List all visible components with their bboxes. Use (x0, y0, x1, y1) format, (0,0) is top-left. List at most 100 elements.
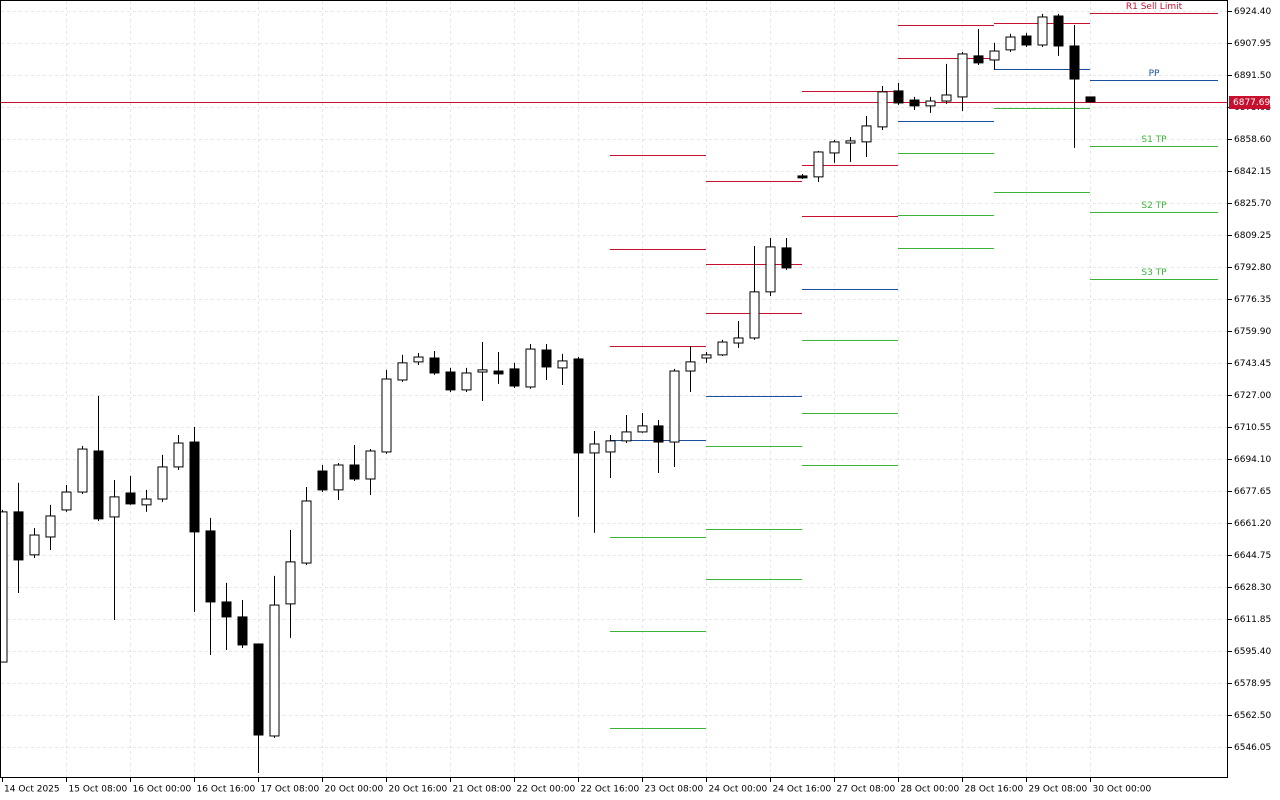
candle-body (557, 360, 568, 369)
grid-layer (1, 1, 1228, 778)
y-tick-label: 6562.50 (1234, 711, 1271, 721)
x-tick-label: 30 Oct 00:00 (1093, 785, 1152, 795)
y-tick-label: 6924.40 (1234, 7, 1271, 17)
y-tick-label: 6809.25 (1234, 231, 1271, 241)
candle-body (541, 349, 552, 368)
candle-body (605, 440, 616, 453)
candle-body (333, 464, 344, 491)
candle-body (109, 496, 120, 518)
x-tick-label: 29 Oct 08:00 (1029, 785, 1088, 795)
y-tick-label: 6825.70 (1234, 199, 1271, 209)
candle-body (1021, 35, 1032, 46)
candle-body (957, 53, 968, 98)
candle-body (13, 511, 24, 561)
candle-body (509, 368, 520, 387)
y-tick-label: 6595.40 (1234, 647, 1271, 657)
candle-body (973, 55, 984, 64)
candle-body (573, 358, 584, 454)
candle-body (877, 91, 888, 128)
candle-body (173, 442, 184, 468)
candle-body (0, 511, 8, 663)
candle-body (589, 443, 600, 454)
y-tick-label: 6661.20 (1234, 519, 1271, 529)
y-tick-label: 6907.95 (1234, 39, 1271, 49)
candle-body (845, 140, 856, 144)
x-tick-label: 22 Oct 00:00 (517, 785, 576, 795)
x-tick-label: 28 Oct 00:00 (901, 785, 960, 795)
candle-body (781, 247, 792, 269)
x-tick-label: 24 Oct 16:00 (773, 785, 832, 795)
candle-body (61, 491, 72, 511)
current-price-label: 6877.69 (1233, 98, 1270, 108)
candle-body (445, 371, 456, 391)
candle-body (925, 100, 936, 107)
candle-body (365, 450, 376, 480)
x-tick-label: 20 Oct 16:00 (389, 785, 448, 795)
candle-body (621, 431, 632, 442)
candle-body (1069, 45, 1080, 80)
candle-body (93, 450, 104, 520)
candle-body (397, 362, 408, 381)
candle-body (253, 643, 264, 736)
candle-body (189, 441, 200, 533)
x-tick-label: 20 Oct 00:00 (325, 785, 384, 795)
candle-body (285, 561, 296, 605)
candle-body (1085, 96, 1096, 103)
candle-body (461, 372, 472, 391)
candle-body (749, 291, 760, 339)
candle-body (1005, 36, 1016, 51)
y-tick-label: 6644.75 (1234, 551, 1271, 561)
candle-body (637, 425, 648, 433)
current-price-box (1229, 96, 1270, 109)
candle-body (653, 425, 664, 443)
candle-body (733, 337, 744, 344)
candle-body (829, 141, 840, 154)
y-tick-label: 6727.00 (1234, 391, 1271, 401)
x-tick-label: 21 Oct 08:00 (453, 785, 512, 795)
candle-layer (0, 13, 1096, 773)
candle-body (701, 354, 712, 359)
candle-body (989, 50, 1000, 61)
candle-body (157, 466, 168, 500)
pivot-label: S1 TP (1141, 135, 1167, 145)
y-tick-label: 6677.65 (1234, 487, 1271, 497)
candle-body (765, 246, 776, 293)
x-tick-label: 23 Oct 08:00 (645, 785, 704, 795)
candle-body (717, 341, 728, 356)
pivot-layer: R1 Sell Limit PP S1 TP S2 TP S3 TP (1, 2, 1228, 729)
x-tick-label: 16 Oct 00:00 (133, 785, 192, 795)
candle-body (525, 348, 536, 388)
x-tick-label: 22 Oct 16:00 (581, 785, 640, 795)
candle-body (1053, 15, 1064, 47)
y-tick-label: 6628.30 (1234, 583, 1271, 593)
candle-body (45, 515, 56, 538)
x-tick-label: 14 Oct 2025 (4, 785, 60, 795)
candle-body (669, 370, 680, 443)
x-tick-label: 28 Oct 16:00 (965, 785, 1024, 795)
candle-body (861, 125, 872, 143)
candle-body (205, 530, 216, 603)
candle-body (413, 356, 424, 363)
candle-body (125, 492, 136, 505)
pivot-label: S3 TP (1141, 268, 1167, 278)
x-tick-label: 24 Oct 00:00 (709, 785, 768, 795)
candle-body (77, 448, 88, 493)
candle-body (1037, 16, 1048, 46)
x-tick-label: 16 Oct 16:00 (197, 785, 256, 795)
candle-body (797, 175, 808, 179)
candle-body (477, 369, 488, 373)
candle-body (813, 151, 824, 178)
candle-body (429, 357, 440, 374)
candle-body (29, 534, 40, 556)
candle-body (317, 470, 328, 491)
x-tick-label: 15 Oct 08:00 (69, 785, 128, 795)
y-tick-label: 6792.80 (1234, 263, 1271, 273)
axis-layer: 6924.406907.956891.506875.056858.606842.… (2, 7, 1271, 795)
y-tick-label: 6578.95 (1234, 679, 1271, 689)
candle-body (269, 604, 280, 737)
y-tick-label: 6842.15 (1234, 167, 1271, 177)
candle-body (941, 94, 952, 102)
